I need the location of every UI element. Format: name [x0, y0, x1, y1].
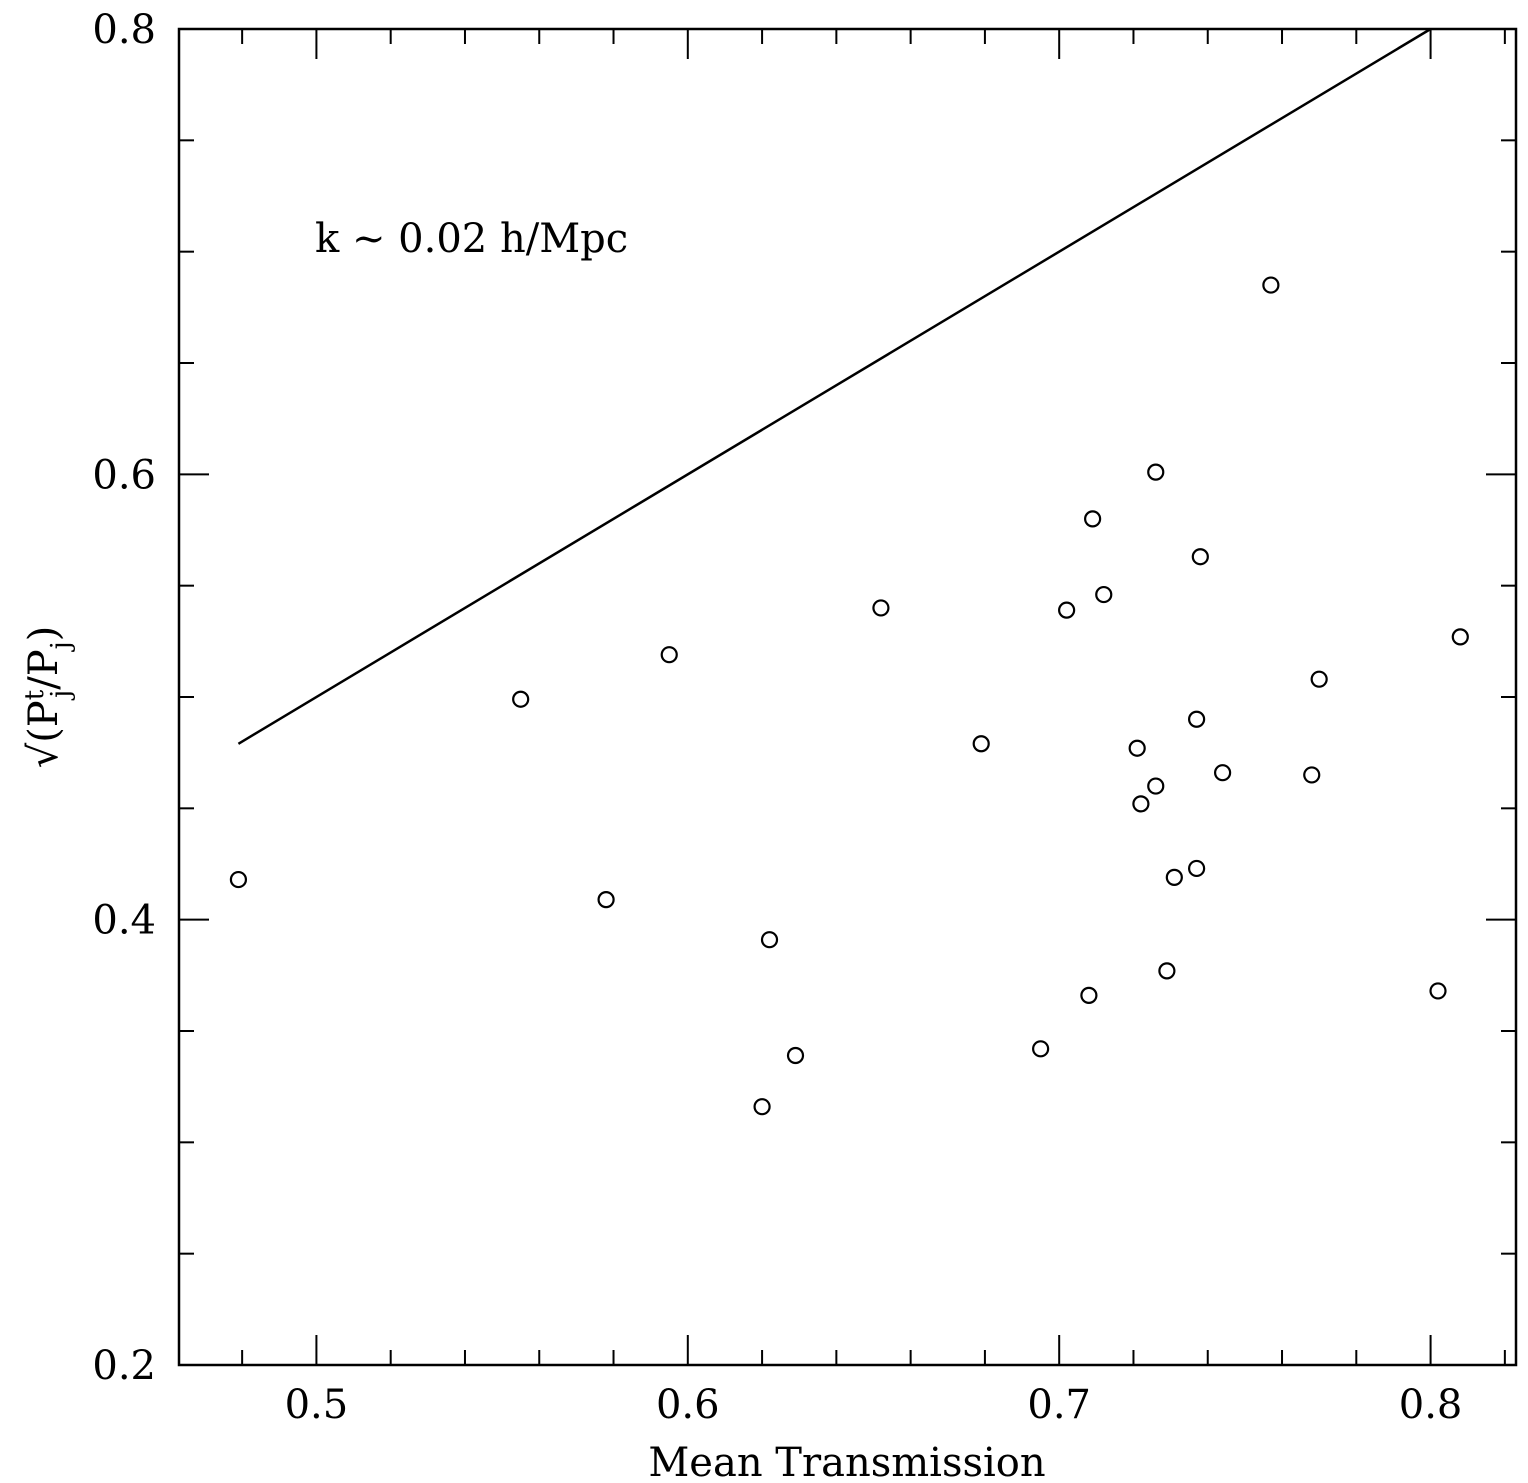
y-axis-title-sub1: j — [46, 690, 76, 701]
data-point — [1132, 795, 1150, 813]
data-point — [1188, 859, 1206, 878]
data-point — [229, 870, 248, 889]
data-point — [1158, 962, 1176, 980]
data-point — [1032, 1040, 1050, 1058]
data-point — [972, 735, 990, 753]
tick-labels: 0.5 0.6 0.7 0.8 0.2 0.4 0.6 0.8 — [92, 7, 1462, 1428]
data-point — [1429, 982, 1447, 1000]
data-point — [1451, 628, 1469, 646]
data-point — [1058, 601, 1076, 619]
data-point — [1080, 986, 1098, 1004]
y-axis-title: √(Ptj/Pj) — [20, 626, 76, 769]
data-point — [1214, 764, 1232, 782]
data-point — [1128, 739, 1146, 757]
data-point — [1095, 585, 1113, 604]
y-axis-title-suffix: ) — [21, 626, 67, 642]
data-point — [1310, 670, 1328, 688]
y-tick-label: 0.4 — [92, 898, 156, 944]
data-series — [229, 27, 1469, 1116]
data-point — [753, 1098, 771, 1116]
data-point — [1188, 710, 1206, 728]
y-tick-label: 0.6 — [92, 452, 156, 498]
data-point — [1147, 463, 1165, 481]
y-axis-title-sup: t — [20, 689, 50, 700]
annotation-label: k ~ 0.02 h/Mpc — [315, 216, 628, 262]
data-point — [1084, 510, 1102, 528]
x-tick-label: 0.6 — [656, 1382, 720, 1428]
x-tick-label: 0.7 — [1027, 1382, 1091, 1428]
y-tick-label: 0.2 — [92, 1343, 156, 1389]
data-point — [872, 599, 890, 617]
data-point — [1165, 868, 1183, 886]
data-point — [512, 690, 530, 708]
data-point — [1262, 276, 1280, 294]
data-point — [1147, 777, 1165, 795]
data-point — [660, 646, 678, 664]
data-point — [786, 1046, 805, 1065]
x-axis-title: Mean Transmission — [648, 1440, 1045, 1483]
data-point — [1191, 548, 1209, 566]
data-point — [597, 891, 615, 909]
y-axis-title-prefix: √(P — [21, 700, 67, 768]
axis-ticks — [179, 28, 1516, 1366]
y-axis-title-mid: /P — [21, 649, 67, 689]
reference-line — [237, 27, 1432, 745]
x-tick-label: 0.8 — [1399, 1382, 1463, 1428]
y-tick-label: 0.8 — [92, 7, 156, 53]
x-tick-label: 0.5 — [285, 1382, 349, 1428]
data-point — [760, 931, 779, 949]
y-axis-title-sub2: j — [46, 641, 76, 652]
data-point — [1303, 766, 1321, 784]
